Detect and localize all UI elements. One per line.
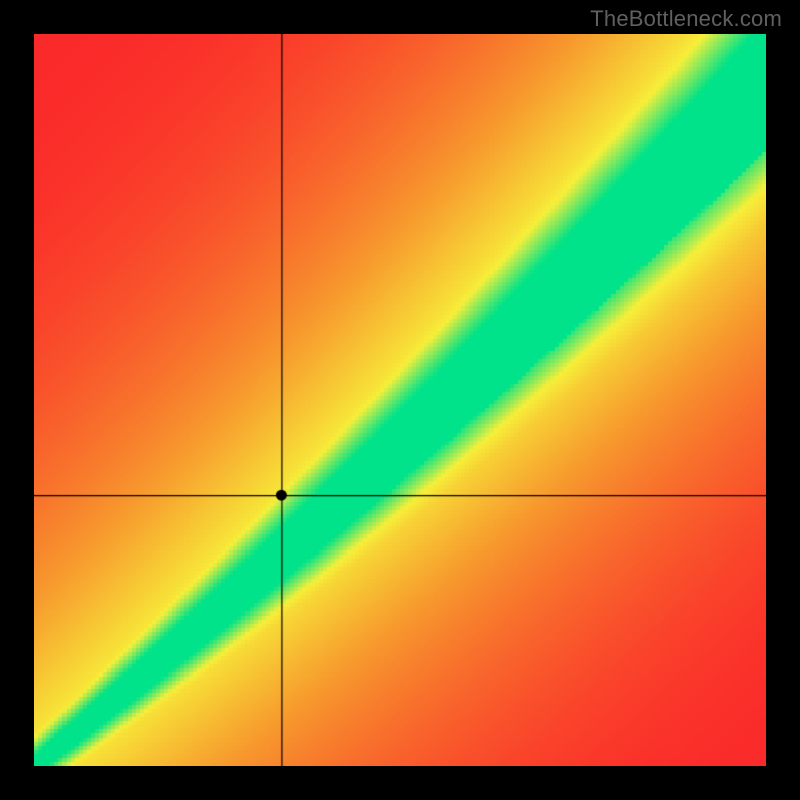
root-container: TheBottleneck.com <box>0 0 800 800</box>
crosshair-overlay <box>34 34 766 766</box>
watermark-text: TheBottleneck.com <box>590 6 782 32</box>
